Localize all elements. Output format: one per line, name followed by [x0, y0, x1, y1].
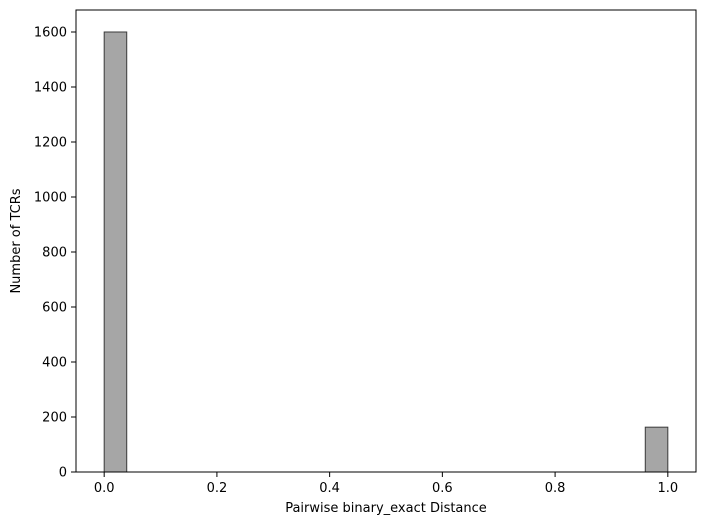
y-tick-label: 1200 — [34, 136, 67, 151]
histogram-bar-1 — [644, 426, 669, 473]
x-tick-label: 0.0 — [94, 481, 115, 496]
x-axis-ticks: 0.0 0.2 0.4 0.6 0.8 1.0 — [94, 472, 678, 496]
y-tick-label: 200 — [42, 411, 67, 426]
y-tick-label: 0 — [59, 466, 67, 481]
histogram-bar-0 — [103, 31, 128, 473]
x-tick-label: 1.0 — [657, 481, 678, 496]
x-tick-label: 0.8 — [545, 481, 566, 496]
plot-area-frame — [75, 9, 697, 473]
y-tick-label: 1000 — [34, 191, 67, 206]
y-axis-ticks: 0 200 400 600 800 1000 1200 1400 1600 — [34, 26, 76, 481]
x-tick-label: 0.2 — [207, 481, 228, 496]
x-axis-label: Pairwise binary_exact Distance — [285, 501, 487, 516]
x-tick-label: 0.4 — [319, 481, 340, 496]
y-tick-label: 600 — [42, 301, 67, 316]
y-axis-label: Number of TCRs — [9, 188, 24, 293]
y-tick-label: 1600 — [34, 26, 67, 41]
y-tick-label: 800 — [42, 246, 67, 261]
y-tick-label: 1400 — [34, 81, 67, 96]
x-tick-label: 0.6 — [432, 481, 453, 496]
bars-group — [103, 31, 669, 473]
y-tick-label: 400 — [42, 356, 67, 371]
